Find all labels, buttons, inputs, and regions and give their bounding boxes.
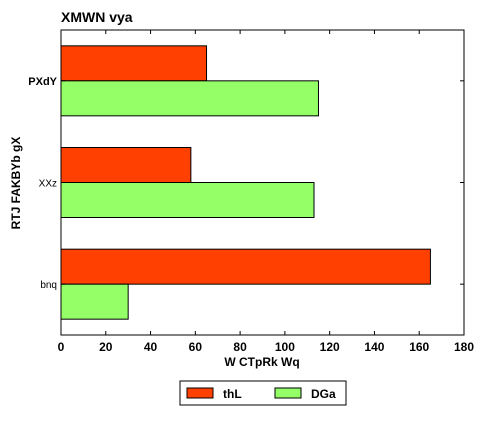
y-axis-label: RTJ FAKBYb gX — [9, 137, 23, 230]
legend-swatch-thL — [186, 387, 214, 399]
y-tick-label: PXdY — [28, 76, 57, 88]
x-tick-label: 40 — [144, 340, 158, 354]
bar-thL-bnq — [60, 248, 431, 285]
x-tick-label: 80 — [233, 340, 247, 354]
x-tick-label: 100 — [275, 340, 295, 354]
bar-thL-PXdY — [60, 45, 208, 82]
legend-swatch-DGa — [274, 387, 302, 399]
bar-DGa-bnq — [60, 283, 129, 320]
x-tick-label: 20 — [99, 340, 113, 354]
legend-label-thL: thL — [223, 387, 242, 401]
bars-layer — [60, 45, 431, 320]
y-tick-label: XXz — [39, 179, 57, 190]
bar-thL-XXz — [60, 147, 192, 183]
legend-label-DGa: DGa — [311, 387, 336, 401]
chart-title: XMWN vya — [61, 9, 133, 25]
bar-DGa-XXz — [60, 182, 315, 218]
x-tick-label: 180 — [454, 340, 474, 354]
bar-DGa-PXdY — [60, 80, 319, 117]
y-tick-label: bnq — [40, 280, 57, 291]
x-tick-label: 140 — [364, 340, 384, 354]
x-tick-label: 60 — [189, 340, 203, 354]
x-tick-label: 160 — [409, 340, 429, 354]
x-tick-label: 0 — [58, 340, 65, 354]
x-tick-label: 120 — [320, 340, 340, 354]
legend-items: thL DGa — [186, 387, 336, 401]
x-axis-label: W CTpRk Wq — [224, 355, 299, 369]
legend: thL DGa — [179, 380, 347, 406]
ticks-layer: PXdY XXz bnq 0 20 40 60 80 100 120 140 160 180 — [28, 30, 474, 354]
